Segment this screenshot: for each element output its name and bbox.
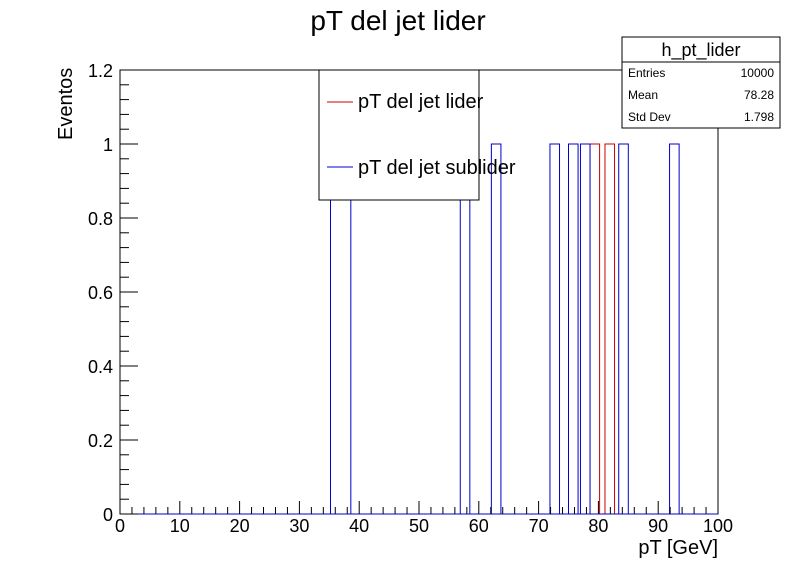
y-tick-label-6: 1.2	[88, 61, 113, 81]
x-axis-label: pT [GeV]	[638, 537, 718, 559]
histogram-bin-1-3	[549, 143, 561, 514]
y-tick-label-3: 0.6	[88, 283, 113, 303]
legend-box	[318, 69, 480, 201]
x-tick-label-6: 60	[469, 516, 489, 536]
x-tick-label-2: 20	[230, 516, 250, 536]
y-tick-label-1: 0.2	[88, 431, 113, 451]
x-tick-label-0: 0	[115, 516, 125, 536]
stats-mean-value: 78.28	[744, 88, 774, 102]
legend-label-sublider: pT del jet sublider	[358, 157, 516, 179]
x-tick-label-7: 70	[529, 516, 549, 536]
stats-box-frame	[621, 36, 781, 129]
stats-entries-label: Entries	[628, 66, 665, 80]
legend: pT del jet lider pT del jet sublider	[318, 69, 516, 201]
histogram-bin-0-1	[604, 143, 616, 514]
y-tick-label-4: 0.8	[88, 209, 113, 229]
histogram-bin-1-7	[669, 143, 680, 514]
x-tick-label-4: 40	[349, 516, 369, 536]
stats-box: h_pt_lider Entries 10000 Mean 78.28 Std …	[621, 36, 781, 129]
y-axis-label: Eventos	[55, 68, 77, 140]
histogram-bin-0-0	[589, 143, 601, 514]
axis-tick-labels: 0 10 20 30 40 50 60 70 80 90 100 0 0.2 0.4 0.6 0.8 1 1.2	[88, 61, 733, 536]
x-tick-label-9: 90	[648, 516, 668, 536]
histogram-bin-1-4	[568, 143, 579, 514]
stats-box-title: h_pt_lider	[661, 40, 740, 61]
legend-label-lider: pT del jet lider	[358, 91, 484, 113]
histogram-bars	[120, 143, 718, 515]
chart-title: pT del jet lider	[310, 5, 485, 36]
histogram-bin-1-5	[579, 143, 591, 514]
axis-ticks	[119, 69, 719, 515]
stats-mean-label: Mean	[628, 88, 658, 102]
y-tick-label-5: 1	[103, 135, 113, 155]
x-tick-label-3: 30	[289, 516, 309, 536]
stats-stddev-label: Std Dev	[628, 110, 671, 124]
y-tick-label-0: 0	[103, 505, 113, 525]
stats-stddev-value: 1.798	[744, 110, 774, 124]
stats-entries-value: 10000	[741, 66, 775, 80]
histogram-bin-1-6	[618, 143, 629, 514]
x-tick-label-5: 50	[409, 516, 429, 536]
histogram-bin-1-2	[490, 143, 502, 514]
x-tick-label-10: 100	[703, 516, 733, 536]
y-tick-label-2: 0.4	[88, 357, 113, 377]
x-tick-label-8: 80	[588, 516, 608, 536]
x-tick-label-1: 10	[170, 516, 190, 536]
